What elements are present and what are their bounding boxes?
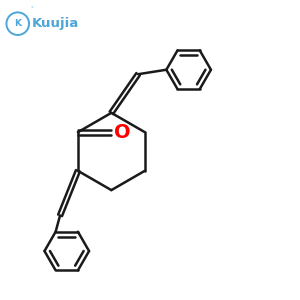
- Text: °: °: [30, 7, 33, 12]
- Text: O: O: [114, 123, 131, 142]
- Text: K: K: [14, 19, 21, 28]
- Text: Kuujia: Kuujia: [32, 17, 79, 30]
